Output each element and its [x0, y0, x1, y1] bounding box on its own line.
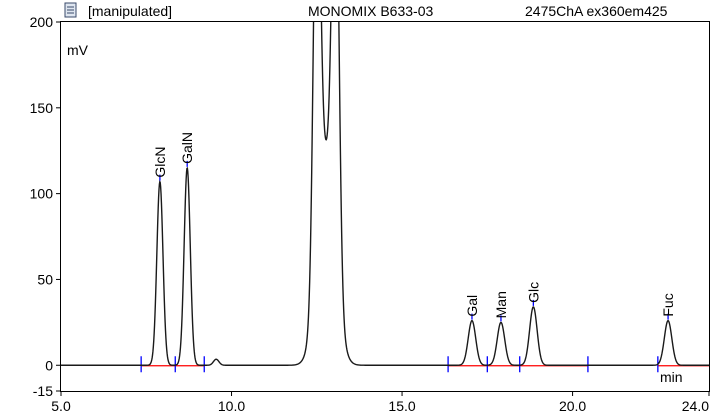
x-tick-label: 20.0: [559, 398, 586, 414]
peak-label: GalN: [179, 132, 195, 164]
chart-header: [manipulated] MONOMIX B633-03 2475ChA ex…: [64, 2, 668, 19]
plot-frame: [60, 21, 710, 392]
y-tick-label: -15: [33, 383, 53, 399]
y-tick-label: 100: [30, 186, 54, 202]
x-axis: 5.0 10.0 15.0 20.0 24.0: [51, 391, 710, 414]
x-tick-label: 15.0: [388, 398, 415, 414]
y-axis: 200 150 100 50 0 -15: [30, 14, 61, 399]
peak-label: Glc: [525, 282, 541, 303]
trace-layer: [61, 22, 709, 366]
y-axis-unit: mV: [67, 42, 89, 58]
peak-label-layer: GlcN GalN Gal Man Glc Fuc: [152, 132, 676, 322]
chromatogram-trace: [61, 22, 709, 366]
header-channel: 2475ChA ex360em425: [525, 3, 668, 19]
x-tick-label: 10.0: [218, 398, 245, 414]
x-tick-label: 24.0: [682, 398, 709, 414]
x-tick-label: 5.0: [51, 398, 71, 414]
header-sample-name: MONOMIX B633-03: [308, 3, 433, 19]
peak-label: Gal: [464, 295, 480, 317]
y-tick-label: 150: [30, 100, 54, 116]
peak-label: Fuc: [660, 293, 676, 316]
y-tick-label: 0: [45, 357, 53, 373]
header-status: [manipulated]: [88, 3, 172, 19]
y-tick-label: 50: [37, 271, 53, 287]
peak-label: GlcN: [152, 146, 168, 177]
document-icon: [64, 2, 77, 18]
peak-label: Man: [493, 291, 509, 318]
y-tick-label: 200: [30, 14, 54, 30]
x-axis-unit: min: [660, 369, 683, 385]
